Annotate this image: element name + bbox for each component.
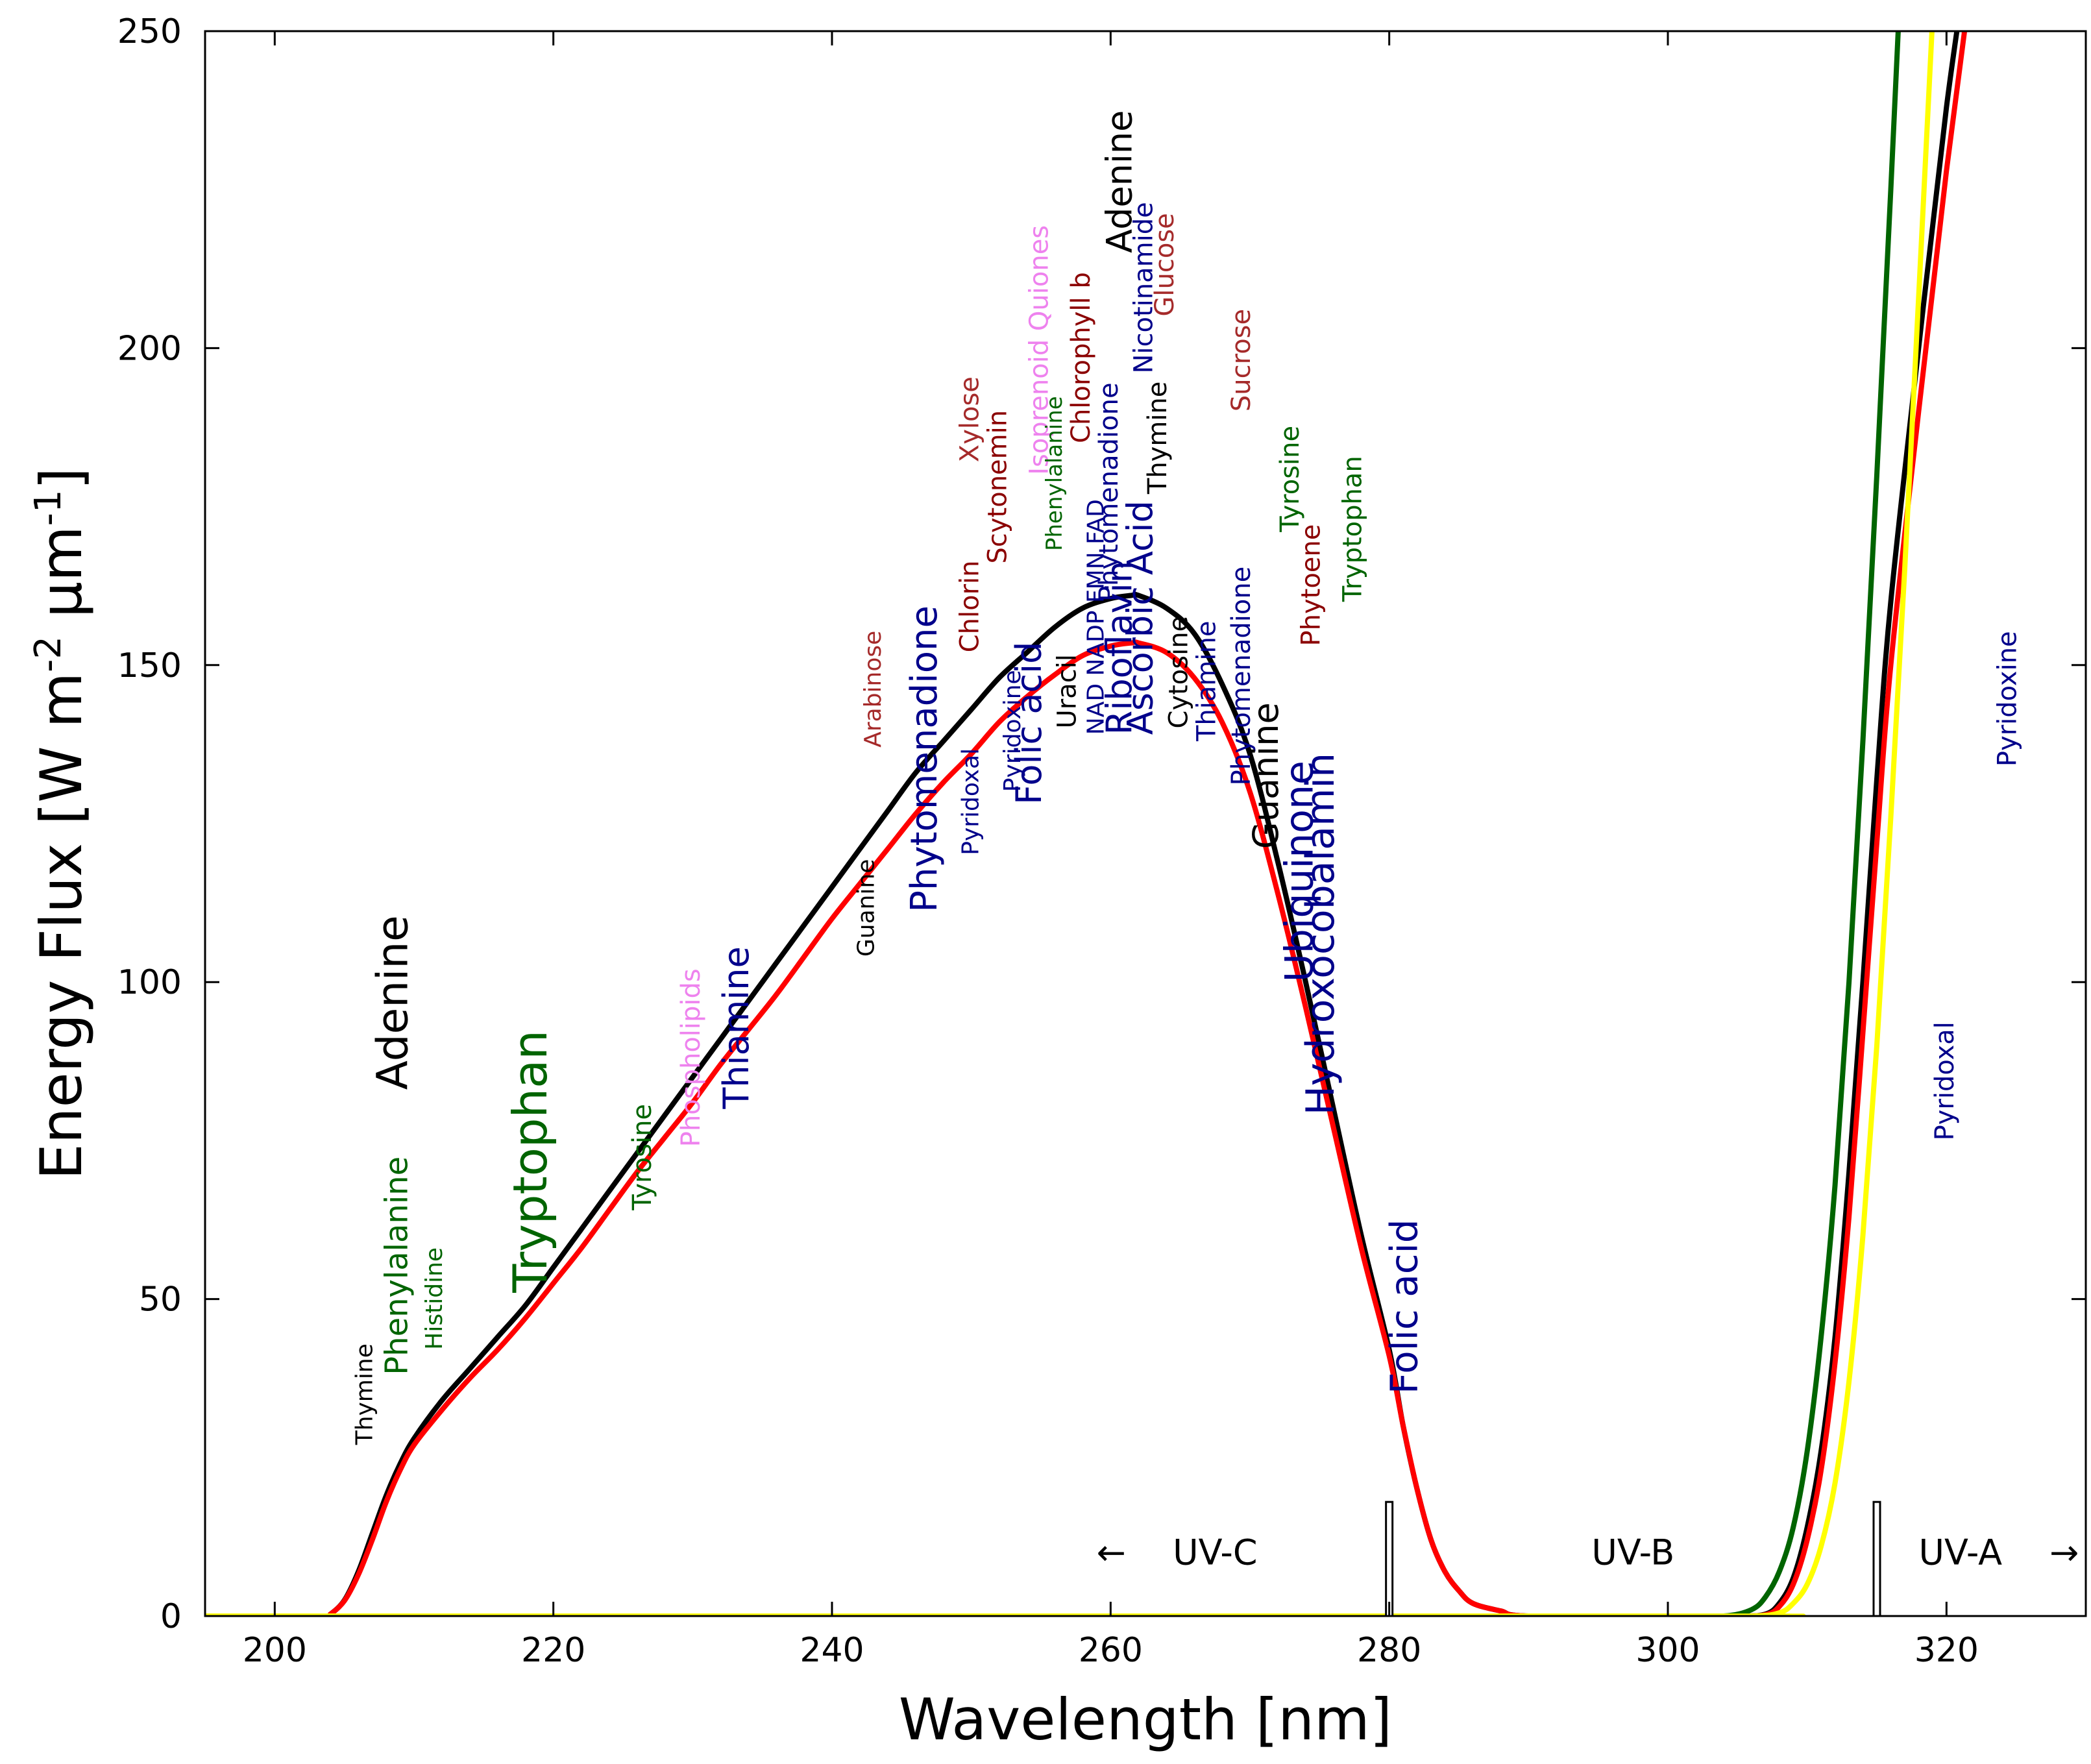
y-axis-label-sup2: -1 [27, 489, 69, 526]
annotation-histidine: Histidine [421, 1247, 448, 1350]
series-line-green [205, 31, 1901, 1616]
series-curves [205, 31, 1968, 1616]
annotation-chlorin: Chlorin [955, 561, 984, 653]
annotation-folic-acid: Folic acid [1009, 642, 1049, 805]
y-tick-label: 250 [117, 12, 182, 51]
y-tick-label: 0 [160, 1597, 182, 1636]
annotation-cytosine: Cytosine [1164, 616, 1193, 729]
annotation-thiamine: Thiamine [1192, 621, 1221, 742]
annotation-sucrose: Sucrose [1227, 309, 1256, 411]
annotation-adenine: Adenine [367, 915, 417, 1090]
uv-region-label-uv-c: UV-C [1173, 1532, 1258, 1573]
y-axis-label: Energy Flux [W m-2 μm-1] [27, 467, 95, 1180]
annotation-adenine: Adenine [1099, 110, 1140, 253]
annotation-tyrosine: Tyrosine [628, 1104, 657, 1211]
y-tick-label: 50 [139, 1280, 182, 1319]
annotation-phytomenadione: Phytomenadione [903, 606, 946, 913]
plot-frame [204, 30, 2087, 1617]
annotation-thiamine: Thiamine [716, 946, 757, 1109]
x-tick-label: 320 [1914, 1631, 1979, 1670]
x-tick-label: 300 [1635, 1631, 1700, 1670]
y-axis-label-base: Energy Flux [W m [28, 672, 95, 1180]
annotation-thymine: Thymine [352, 1343, 378, 1445]
uv-region-label-uv-b: UV-B [1591, 1532, 1674, 1573]
uv-boundary-marker [1385, 1501, 1394, 1617]
annotation-pyridoxine: Pyridoxine [999, 670, 1026, 792]
series-line-red [205, 31, 1968, 1616]
annotation-nad-nadp-fmn-fad: NAD NADP FMN FAD [1083, 499, 1110, 735]
annotation-phenylalanine: Phenylalanine [1042, 396, 1068, 551]
annotation-pyridoxine: Pyridoxine [1993, 631, 2023, 766]
x-tick-label: 260 [1079, 1631, 1143, 1670]
annotation-phytomenadione: Phytomenadione [1094, 382, 1124, 602]
annotation-phytomenadione: Phytomenadione [1227, 567, 1256, 786]
annotation-nicotinamide: Nicotinamide [1129, 202, 1159, 373]
y-tick-label: 100 [117, 963, 182, 1002]
annotation-tryptophan: Tryptophan [503, 1030, 557, 1293]
uv-region-markers: UV-C ← UV-B UV-A → [1097, 1501, 2079, 1617]
annotation-tyrosine: Tyrosine [1275, 426, 1305, 533]
annotation-isoprenoid-quiones: Isoprenoid Quiones [1025, 225, 1055, 475]
annotation-ubiquinone: Ubiquinone [1277, 761, 1323, 982]
annotation-glucose: Glucose [1150, 213, 1180, 316]
annotation-phenylalanine: Phenylalanine [378, 1157, 415, 1375]
x-tick-label: 280 [1357, 1631, 1421, 1670]
annotation-riboflavin: Riboflavin [1099, 561, 1140, 735]
annotation-folic-acid: Folic acid [1382, 1219, 1426, 1394]
series-line-yellow [205, 31, 1935, 1616]
annotation-tryptophan: Tryptophan [1338, 456, 1368, 602]
x-tick-label: 240 [800, 1631, 864, 1670]
annotation-pyridoxal: Pyridoxal [957, 748, 984, 855]
annotation-thymine: Thymine [1143, 382, 1173, 495]
axis-ticks: 200 220 240 260 280 300 320 0 50 100 150 200 250 [117, 12, 2086, 1670]
annotation-guanine: Guanine [853, 859, 879, 957]
annotation-scytonemin: Scytonemin [983, 410, 1012, 564]
series-line-black [205, 31, 1960, 1616]
annotation-guanine: Guanine [1245, 702, 1286, 849]
uv-region-arrow-uv-c: ← [1097, 1532, 1126, 1573]
y-tick-label: 150 [117, 646, 182, 685]
annotation-hydroxocobalamin: Hydroxocobalamin [1298, 753, 1343, 1115]
uv-region-arrow-uv-a: → [2049, 1532, 2079, 1573]
y-axis-label-sup1: -2 [27, 636, 69, 672]
annotation-phytoene: Phytoene [1296, 524, 1326, 646]
x-tick-label: 200 [243, 1631, 307, 1670]
annotation-arabinose: Arabinose [860, 631, 887, 748]
uv-boundary-marker [1872, 1501, 1881, 1617]
annotation-uracil: Uracil [1053, 654, 1082, 728]
annotation-chlorophyll-b: Chlorophyll b [1066, 272, 1096, 443]
y-axis-label-mid: μm [28, 526, 95, 636]
x-tick-label: 220 [521, 1631, 585, 1670]
annotation-ascorbic-acid: Ascorbic Acid [1120, 500, 1161, 735]
annotation-phospholipids: Phospholipids [676, 968, 706, 1147]
annotation-xylose: Xylose [955, 376, 984, 462]
y-axis-label-end: ] [28, 467, 95, 489]
y-tick-label: 200 [117, 329, 182, 368]
annotation-pyridoxal: Pyridoxal [1930, 1022, 1960, 1140]
uv-region-label-uv-a: UV-A [1919, 1532, 2003, 1573]
x-axis-label: Wavelength [nm] [899, 1686, 1392, 1753]
